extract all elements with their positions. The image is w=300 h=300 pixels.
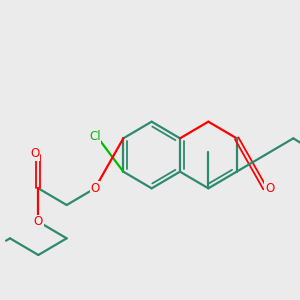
Text: O: O: [90, 182, 100, 195]
Text: Cl: Cl: [89, 130, 100, 143]
Text: O: O: [30, 147, 39, 160]
Text: O: O: [265, 182, 274, 195]
Text: O: O: [34, 215, 43, 228]
